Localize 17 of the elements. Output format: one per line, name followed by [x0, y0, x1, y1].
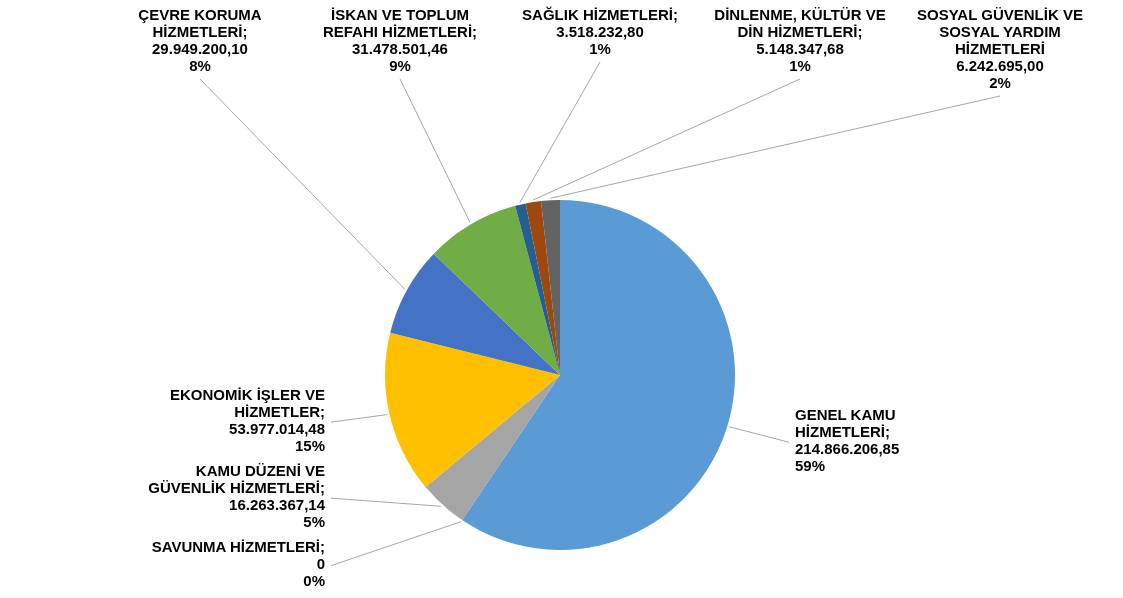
slice-label: İSKAN VE TOPLUM REFAHI HİZMETLERİ; 31.478.501,46 9%	[322, 6, 478, 74]
pie-slice	[433, 205, 560, 375]
data-label: 6.242.695,00 2%	[956, 57, 1044, 91]
pie-slice	[390, 253, 560, 375]
slice-label: SOSYAL GÜVENLİK VE SOSYAL YARDIM HİZMETLERİ	[917, 6, 1083, 57]
slice-label: ÇEVRE KORUMA HİZMETLERİ; 29.949.200,10 8%	[138, 6, 262, 74]
pie-slice	[425, 375, 560, 521]
category-label: SAVUNMA HİZMETLERİ;	[151, 538, 325, 556]
slice-label: DİNLENME, KÜLTÜR VE DİN HİZMETLERİ; 5.148.347,68 1%	[714, 6, 886, 74]
pie-slice	[385, 332, 560, 487]
slice-label: GENEL KAMU HİZMETLERİ; 214.866.206,85 59%	[795, 406, 900, 475]
pie-slice	[462, 200, 735, 550]
slice-label: KAMU DÜZENİ VE GÜVENLİK HİZMETLERİ; 16.263.367,14 5%	[148, 462, 326, 531]
slice-label: SAĞLIK HİZMETLERİ; 3.518.232,80 1%	[522, 6, 678, 57]
pie-slice	[525, 201, 560, 375]
text: 0 0%	[303, 555, 325, 590]
slice-label: EKONOMİK İŞLER VE HİZMETLER; 53.977.014,48 15%	[169, 386, 325, 455]
